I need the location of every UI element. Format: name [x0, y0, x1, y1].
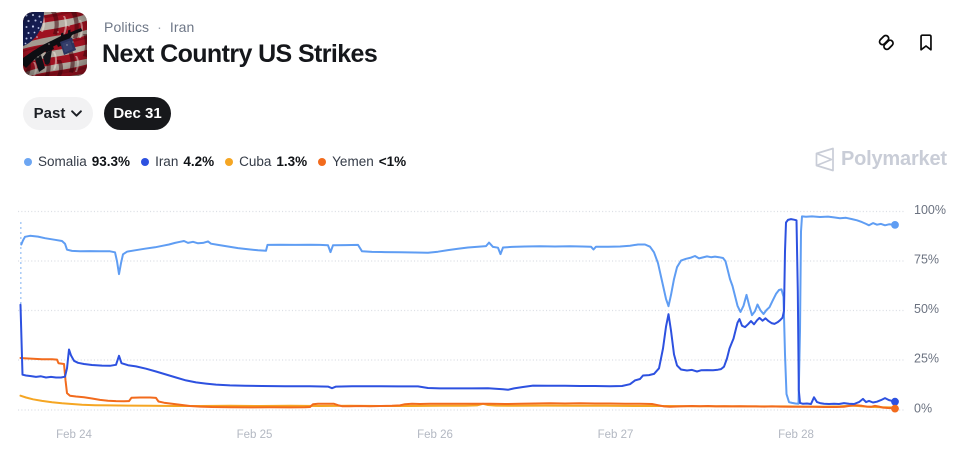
svg-text:25%: 25% [914, 352, 939, 366]
svg-text:Feb 26: Feb 26 [417, 429, 453, 441]
svg-text:Feb 24: Feb 24 [56, 429, 92, 441]
svg-text:100%: 100% [914, 203, 946, 217]
svg-text:50%: 50% [914, 302, 939, 316]
svg-text:Feb 28: Feb 28 [778, 429, 814, 441]
svg-text:Feb 27: Feb 27 [598, 429, 634, 441]
svg-text:Feb 25: Feb 25 [237, 429, 273, 441]
svg-text:0%: 0% [914, 402, 932, 416]
svg-text:75%: 75% [914, 253, 939, 267]
